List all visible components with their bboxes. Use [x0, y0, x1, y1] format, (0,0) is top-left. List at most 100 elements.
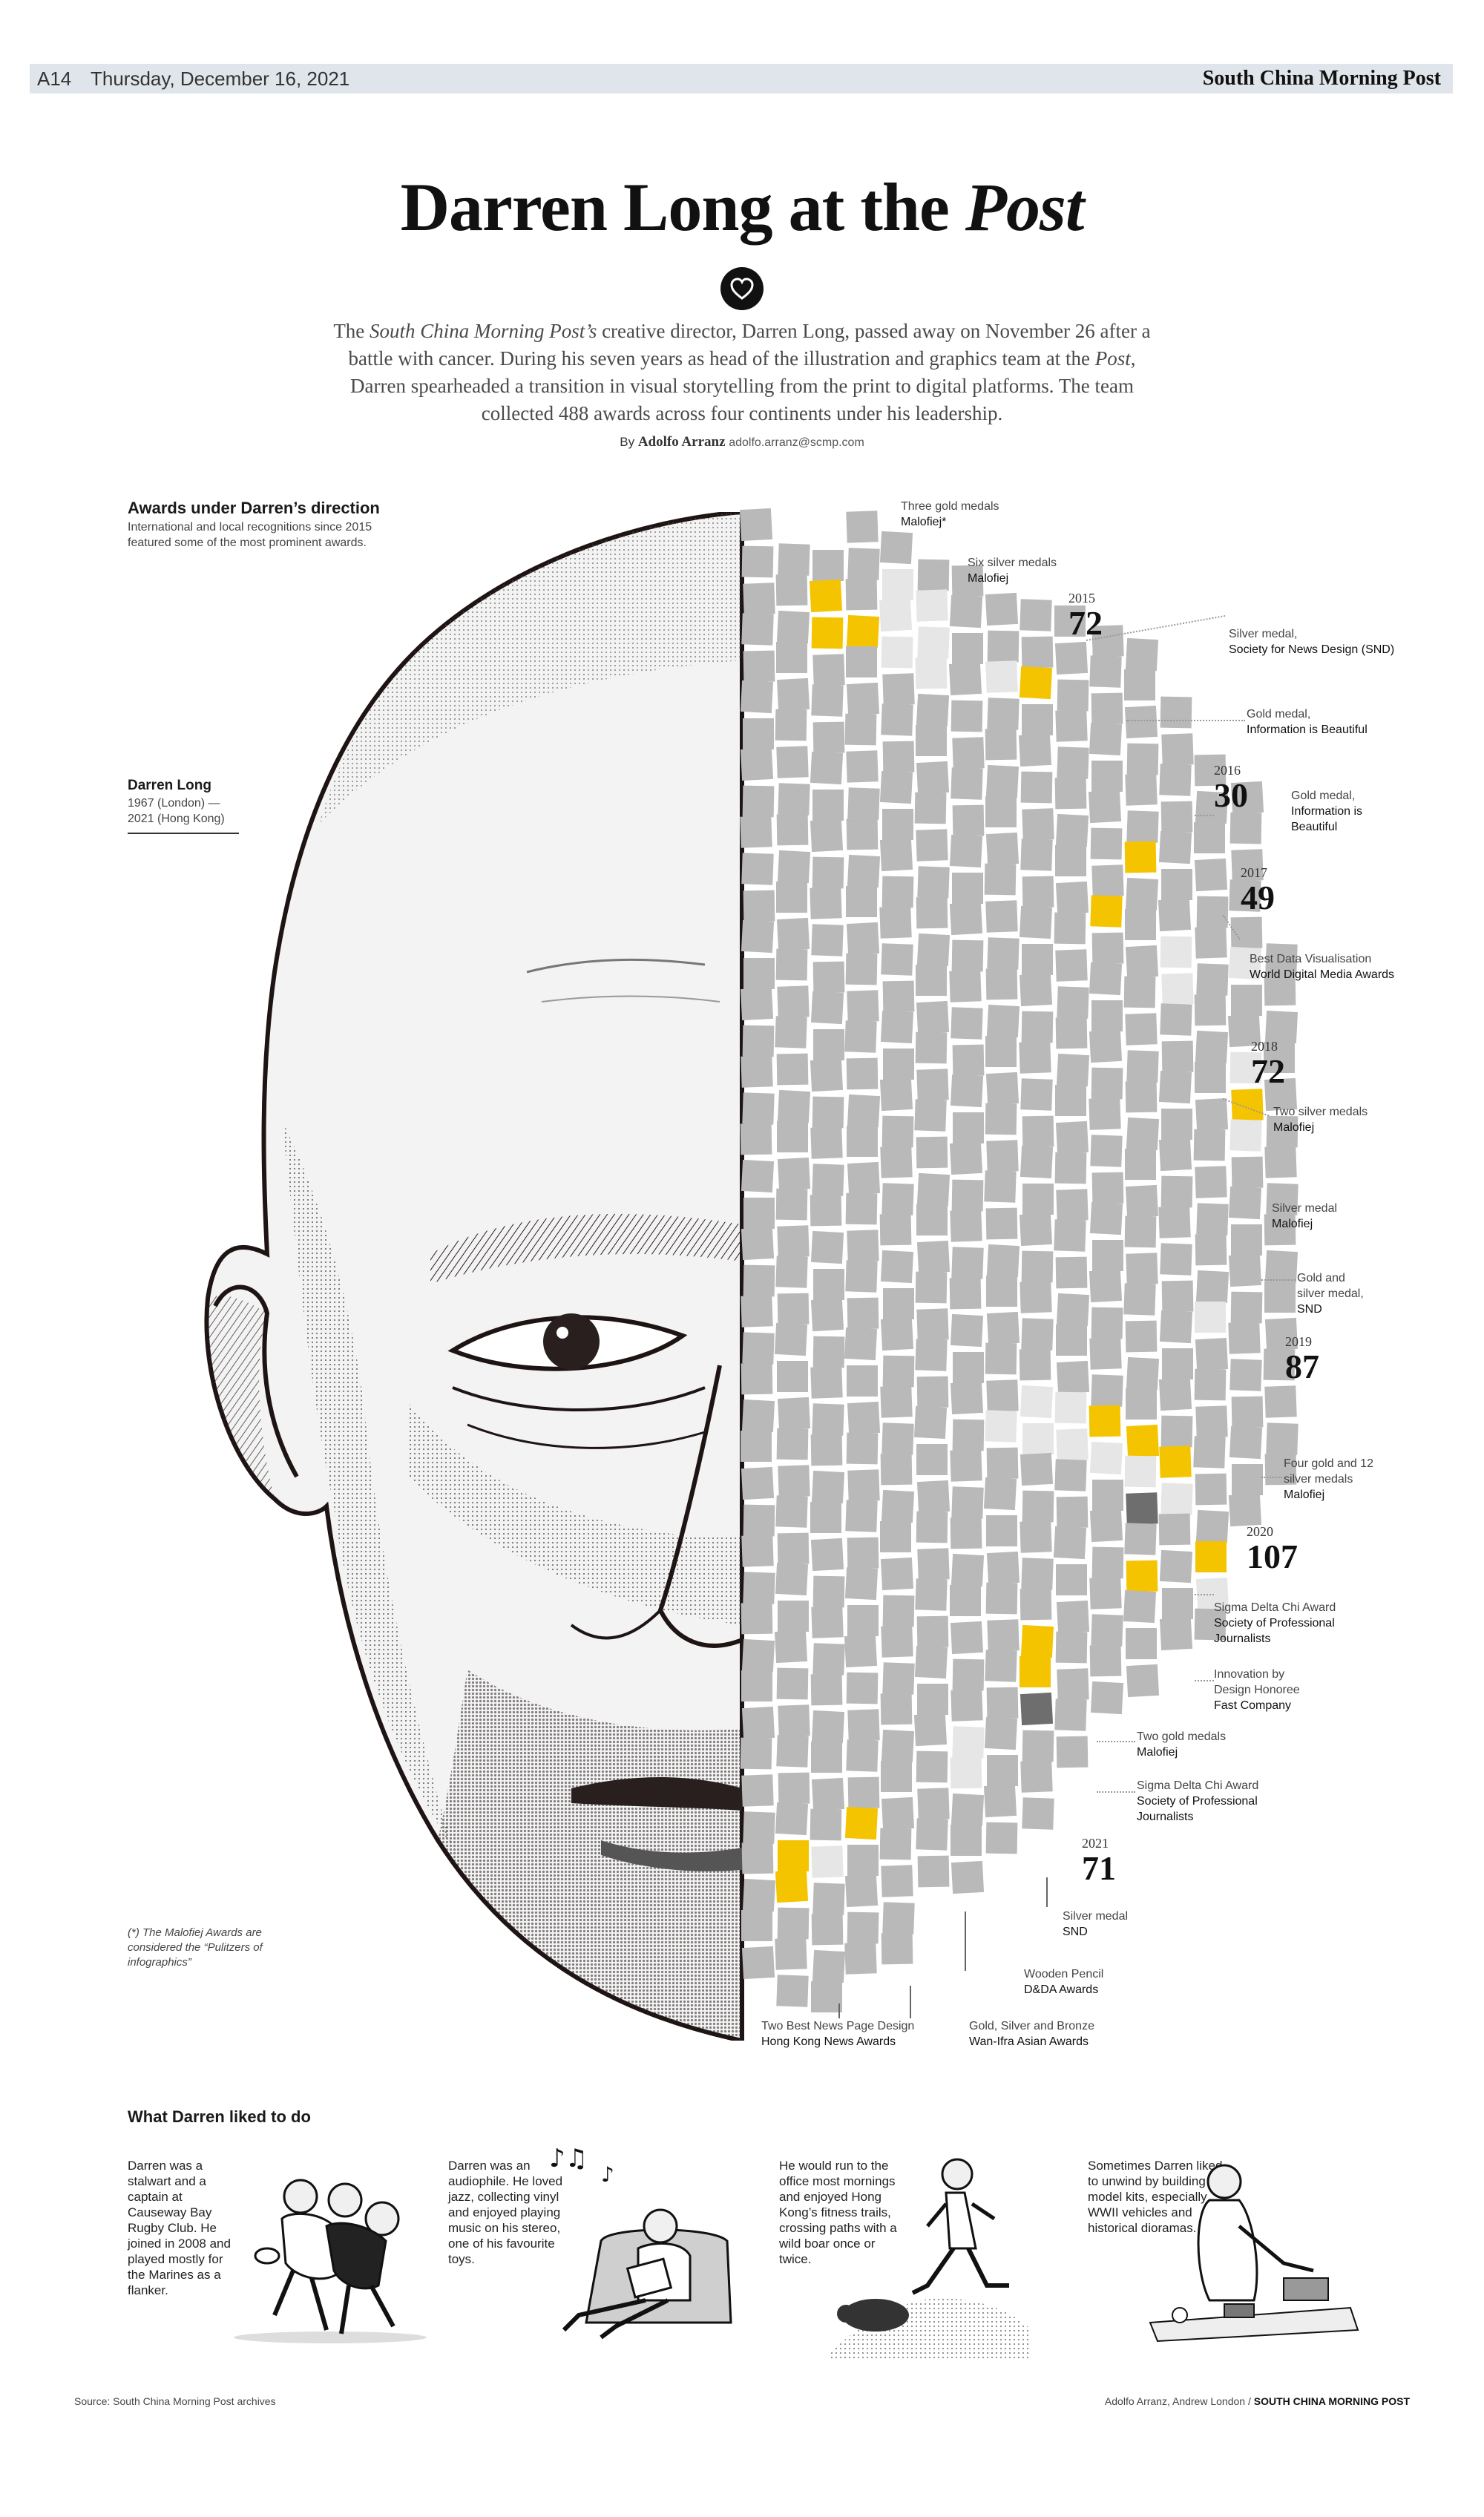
award-square: [1124, 669, 1155, 700]
year-count: 71: [1082, 1849, 1116, 1887]
byline: By Adolfo Arranz adolfo.arranz@scmp.com: [0, 434, 1484, 450]
award-square: [1161, 1109, 1192, 1140]
leader-line: [1046, 1877, 1048, 1907]
ann-line2: SND: [1063, 1926, 1088, 1938]
award-square: [883, 1288, 914, 1319]
annotation-wan-ifra: Gold, Silver and Bronze Wan-Ifra Asian Aw…: [969, 2018, 1094, 2050]
award-square: [1091, 1000, 1123, 1031]
ann-line1: Two Best News Page Design: [761, 2020, 915, 2032]
year-2018: 2018 72: [1251, 1039, 1285, 1089]
ann-line2: D&DA Awards: [1024, 1983, 1099, 1996]
leader-line: [965, 1911, 966, 1971]
leader-line: [1195, 1594, 1214, 1595]
annotation-spj-2020: Sigma Delta Chi Award Society of Professi…: [1214, 1600, 1362, 1647]
award-square: [953, 1352, 984, 1383]
award-square: [1055, 1085, 1086, 1116]
year-label: 2018: [1251, 1039, 1278, 1054]
award-square: [743, 718, 774, 749]
rugby-illustration: [234, 2179, 427, 2343]
award-square: [1126, 1628, 1157, 1659]
award-square: [950, 1585, 981, 1616]
award-square: [985, 1276, 1017, 1307]
award-square: [846, 886, 877, 917]
ann-line1: Wooden Pencil: [1024, 1968, 1104, 1981]
credit-paper: SOUTH CHINA MORNING POST: [1253, 2395, 1410, 2407]
award-square: [1021, 704, 1053, 735]
annotation-iib-gold-2016: Gold medal, Information is Beautiful: [1291, 788, 1402, 835]
award-square: [915, 725, 947, 756]
liked-item-audiophile: Darren was an audiophile. He loved jazz,…: [448, 2159, 563, 2266]
award-square: [1125, 1388, 1157, 1420]
year-label: 2020: [1247, 1524, 1273, 1539]
ann-line2: Malofiej*: [901, 516, 947, 528]
award-square: [1231, 1464, 1263, 1495]
award-square: [776, 882, 807, 913]
award-square: [1054, 606, 1086, 637]
award-square: [810, 1502, 841, 1533]
ann-line2: Wan-Ifra Asian Awards: [969, 2035, 1089, 2048]
intro-italic-1: South China Morning Post’s: [370, 320, 597, 342]
award-square: [1230, 985, 1262, 1016]
award-square: [1022, 1184, 1054, 1215]
award-square: [986, 1515, 1017, 1546]
award-square: [882, 809, 913, 840]
award-square: [812, 550, 844, 581]
award-square: [1125, 1149, 1156, 1180]
leader-line: [1126, 720, 1245, 721]
ann-line1: Silver medal: [1272, 1202, 1338, 1215]
ann-line1: Silver medal,: [1229, 628, 1298, 640]
ann-line2: Society of Professional Journalists: [1214, 1617, 1335, 1645]
award-square: [1091, 1240, 1123, 1271]
ann-line2: SND: [1297, 1303, 1322, 1316]
award-square: [1195, 1541, 1227, 1572]
awards-heading: Awards under Darren’s direction: [128, 499, 380, 517]
year-2015: 2015 72: [1068, 591, 1103, 640]
ann-line1: Gold medal,: [1247, 708, 1311, 721]
award-square: [1194, 1062, 1226, 1093]
ann-line1: Six silver medals: [968, 557, 1057, 569]
ann-line2: Malofiej: [1284, 1489, 1325, 1501]
annotation-spj-2021: Sigma Delta Chi Award Society of Professi…: [1137, 1778, 1285, 1825]
year-2017: 2017 49: [1241, 865, 1275, 915]
leader-line: [1261, 1477, 1282, 1478]
byline-email[interactable]: adolfo.arranz@scmp.com: [729, 436, 864, 449]
running-illustration: [831, 2158, 1031, 2360]
intro-paragraph: The South China Morning Post’s creative …: [326, 318, 1158, 427]
publication-date: Thursday, December 16, 2021: [91, 68, 350, 90]
title-emphasis: Post: [965, 169, 1085, 245]
award-square: [812, 790, 844, 821]
annotation-dandad: Wooden Pencil D&DA Awards: [1024, 1966, 1103, 1998]
newspaper-name: South China Morning Post: [1202, 67, 1441, 90]
award-square: [846, 1126, 878, 1157]
annotation-hk-news-awards: Two Best News Page Design Hong Kong News …: [761, 2018, 914, 2050]
leader-line: [1097, 1741, 1135, 1742]
award-square: [986, 1755, 1018, 1786]
award-square: [1022, 1423, 1054, 1454]
ann-line1: Innovation by Design Honoree: [1214, 1668, 1300, 1696]
leader-line: [1195, 815, 1214, 816]
annotation-snd-2019: Gold and silver medal, SND: [1297, 1270, 1371, 1317]
award-square: [743, 1198, 775, 1229]
leader-line: [1222, 1098, 1270, 1117]
award-square: [881, 569, 913, 600]
award-square: [1264, 1042, 1295, 1073]
ann-line2: Malofiej: [1137, 1746, 1178, 1759]
award-square: [775, 642, 807, 673]
annotation-malofiej-silver-2019: Silver medal Malofiej: [1272, 1201, 1337, 1232]
award-square: [813, 1269, 844, 1300]
ann-line1: Best Data Visualisation: [1250, 953, 1372, 965]
ann-line1: Three gold medals: [901, 500, 999, 513]
award-square: [777, 1601, 809, 1632]
year-label: 2021: [1082, 1836, 1109, 1851]
byline-prefix: By: [620, 435, 635, 449]
ann-line1: Two silver medals: [1273, 1106, 1368, 1118]
award-square: [1055, 1325, 1087, 1356]
award-square: [741, 1910, 772, 1941]
ann-line1: Four gold and 12 silver medals: [1284, 1457, 1373, 1486]
award-square: [882, 1049, 914, 1080]
leader-line: [910, 1986, 911, 2018]
award-square: [1022, 944, 1053, 975]
award-square: [1195, 1302, 1226, 1333]
award-square: [952, 873, 983, 904]
